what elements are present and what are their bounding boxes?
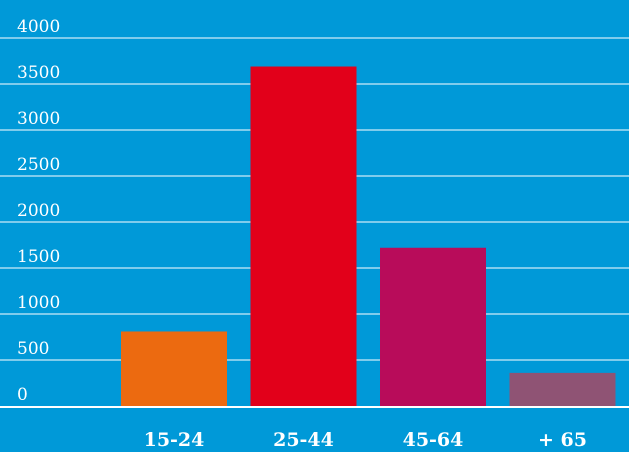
bar-15-24 — [121, 331, 227, 406]
y-tick-label: 1000 — [17, 293, 60, 313]
y-tick-label: 0 — [17, 385, 28, 405]
x-category-label: 25-44 — [273, 429, 334, 451]
bar-25-44 — [250, 66, 357, 407]
y-tick-label: 3000 — [17, 109, 60, 129]
x-category-label: + 65 — [538, 429, 587, 451]
y-tick-label: 500 — [17, 339, 49, 359]
y-tick-label: 3500 — [17, 63, 60, 83]
bar-65 — [509, 372, 616, 406]
y-axis-tick-labels: 0 500 1000 1500 2000 2500 3000 3500 4000 — [17, 17, 60, 405]
y-tick-label: 1500 — [17, 247, 60, 267]
bars — [121, 66, 616, 407]
y-tick-label: 4000 — [17, 17, 60, 37]
x-category-label: 45-64 — [403, 429, 464, 451]
x-category-label: 15-24 — [144, 429, 205, 451]
bar-45-64 — [380, 247, 486, 406]
y-tick-label: 2000 — [17, 201, 60, 221]
x-axis-category-labels: 15-24 25-44 45-64 + 65 — [144, 429, 587, 451]
y-tick-label: 2500 — [17, 155, 60, 175]
